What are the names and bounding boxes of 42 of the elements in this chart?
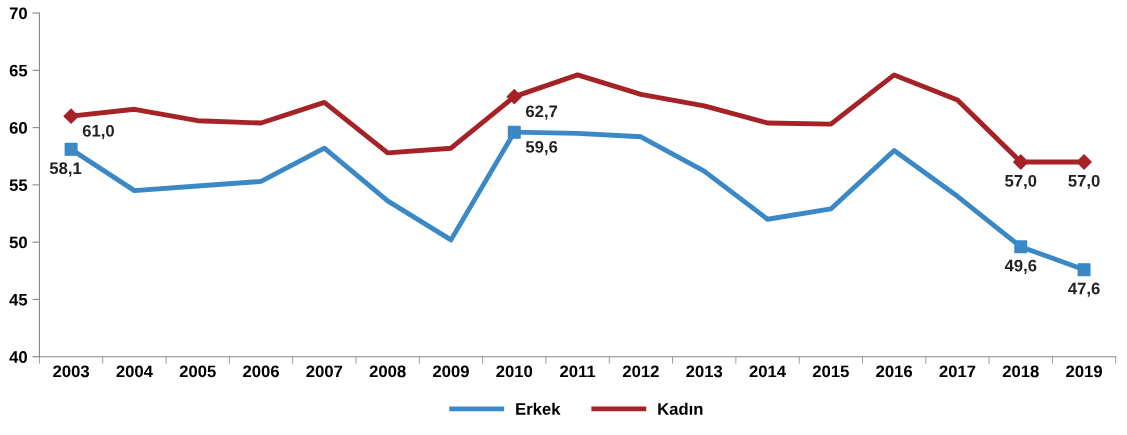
- legend-label: Erkek: [516, 402, 561, 415]
- data-label: 62,7: [526, 105, 558, 120]
- y-tick-label: 70: [9, 7, 27, 20]
- point: [506, 89, 522, 105]
- x-tick-label: 2011: [560, 365, 596, 378]
- x-tick-label: 2008: [369, 365, 406, 378]
- point: [1014, 240, 1028, 254]
- x-tick-label: 2016: [876, 365, 913, 378]
- point: [1077, 263, 1091, 277]
- data-label: 57,0: [1068, 174, 1100, 190]
- point: [64, 142, 78, 156]
- x-tick-label: 2004: [116, 365, 153, 378]
- legend-label: Kadın: [658, 402, 703, 415]
- x-tick-label: 2003: [53, 365, 90, 378]
- x-tick-label: 2010: [496, 365, 533, 378]
- y-tick-label: 45: [9, 294, 28, 306]
- point: [507, 125, 521, 139]
- x-tick-label: 2012: [622, 365, 659, 378]
- data-label: 47,6: [1068, 282, 1100, 297]
- x-tick-label: 2018: [1002, 365, 1039, 378]
- data-label: 57,0: [1005, 174, 1037, 190]
- data-label: 59,6: [525, 140, 558, 156]
- x-tick-label: 2015: [812, 365, 849, 378]
- x-tick-label: 2007: [306, 365, 343, 378]
- point: [63, 108, 79, 124]
- y-tick-label: 55: [9, 179, 28, 192]
- data-label: 61,0: [82, 124, 114, 140]
- x-tick-label: 2013: [686, 365, 723, 378]
- x-tick-label: 2005: [179, 365, 216, 378]
- x-tick-label: 2019: [1066, 365, 1102, 378]
- point: [1076, 154, 1092, 170]
- y-tick-label: 50: [9, 236, 27, 249]
- y-tick-label: 60: [9, 122, 27, 134]
- x-tick-label: 2009: [433, 365, 469, 378]
- data-label: 58,1: [49, 162, 82, 177]
- point: [1013, 154, 1029, 170]
- x-tick-label: 2014: [749, 365, 786, 378]
- data-label: 49,6: [1004, 259, 1037, 274]
- x-tick-label: 2017: [939, 365, 976, 378]
- y-tick-label: 40: [9, 351, 27, 363]
- y-tick-label: 65: [9, 64, 28, 77]
- x-tick-label: 2006: [243, 365, 279, 378]
